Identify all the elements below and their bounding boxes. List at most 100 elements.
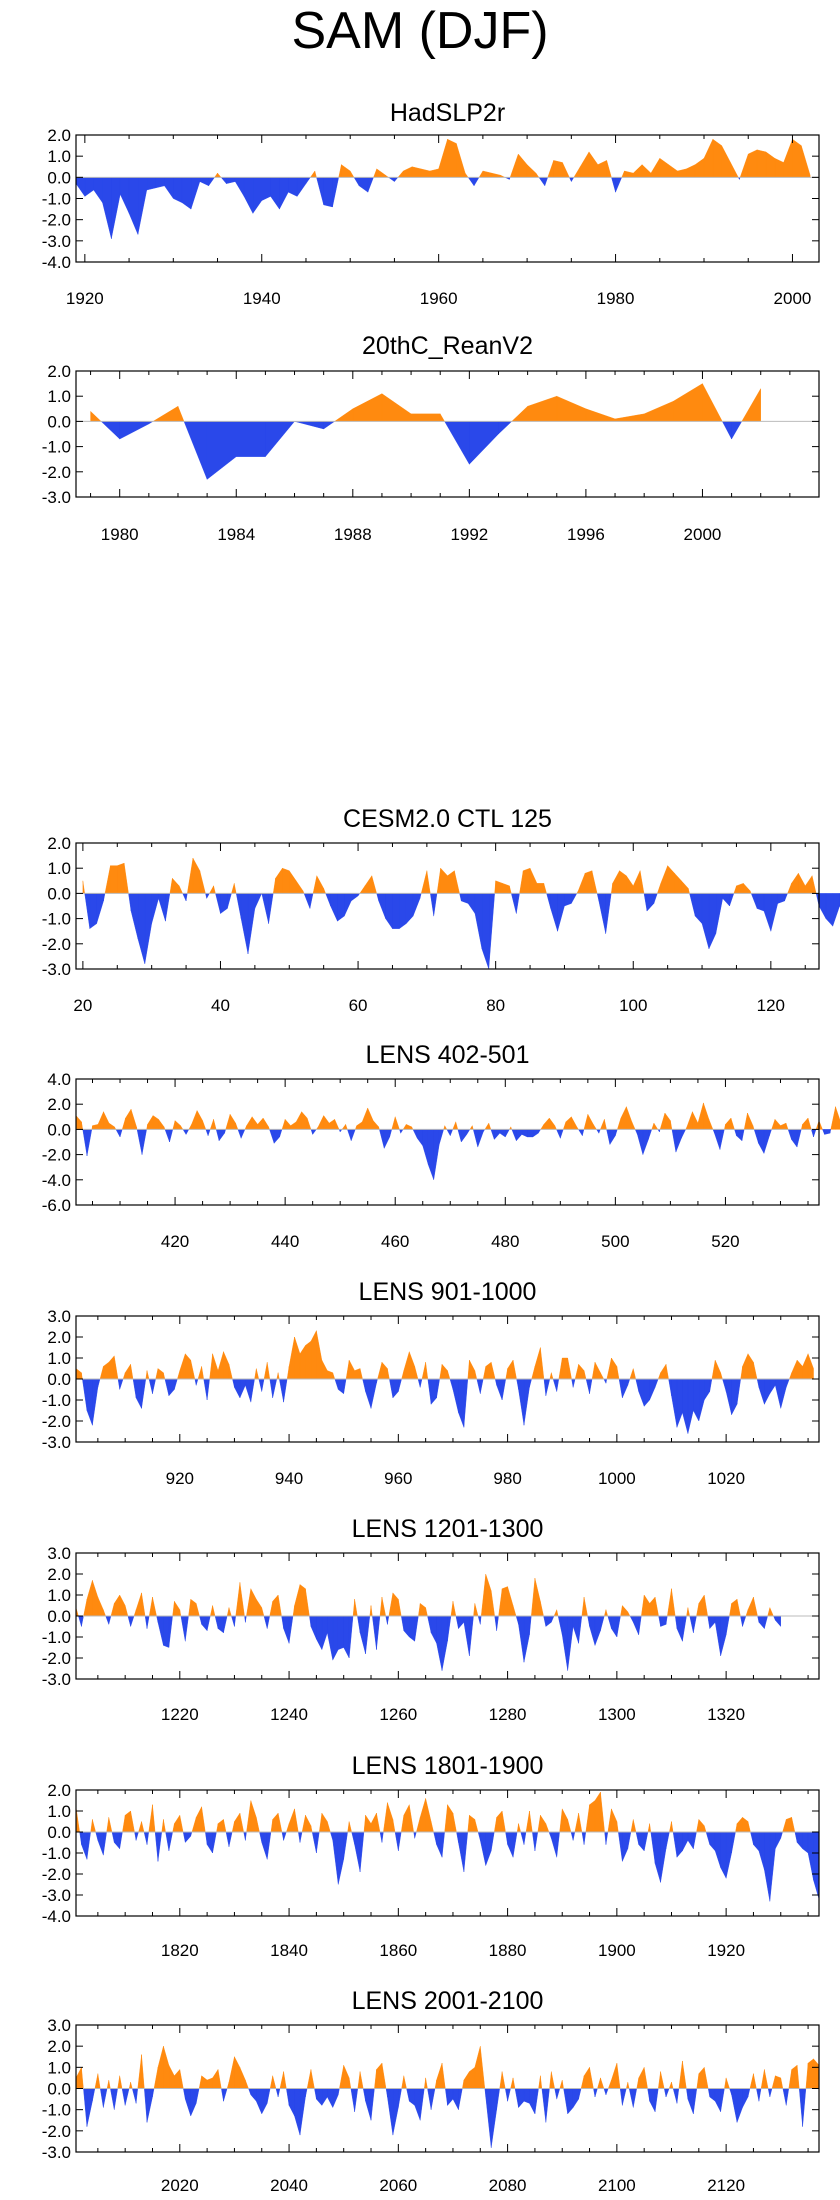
panel-title: LENS 402-501 xyxy=(365,1041,529,1069)
x-tick-label: 1980 xyxy=(101,525,139,544)
y-tick-label: -6.0 xyxy=(42,1196,71,1215)
x-tick-label: 2060 xyxy=(379,2176,417,2195)
page-title: SAM (DJF) xyxy=(291,2,549,60)
x-tick-label: 920 xyxy=(166,1469,194,1488)
y-tick-label: -3.0 xyxy=(42,232,71,251)
x-tick-label: 1880 xyxy=(489,1941,527,1960)
x-tick-label: 1960 xyxy=(420,289,458,308)
y-tick-label: 1.0 xyxy=(47,147,71,166)
y-tick-label: 1.0 xyxy=(47,387,71,406)
x-tick-label: 1300 xyxy=(598,1705,636,1724)
x-tick-label: 940 xyxy=(275,1469,303,1488)
y-tick-label: 3.0 xyxy=(47,1544,71,1563)
negative-anomaly-area xyxy=(78,1615,781,1671)
panel-title: 20thC_ReanV2 xyxy=(362,332,533,360)
y-tick-label: -3.0 xyxy=(42,1886,71,1905)
negative-anomaly-area xyxy=(84,893,840,970)
x-tick-label: 60 xyxy=(349,996,368,1015)
positive-anomaly-area xyxy=(75,2046,820,2089)
x-tick-label: 2000 xyxy=(684,525,722,544)
y-tick-label: -2.0 xyxy=(42,211,71,230)
y-tick-label: -4.0 xyxy=(42,253,71,272)
x-tick-label: 960 xyxy=(384,1469,412,1488)
x-tick-label: 120 xyxy=(757,996,785,1015)
x-tick-label: 520 xyxy=(711,1232,739,1251)
chart-panel-1: HadSLP2r 2.0 1.0 0.0 -1.0 -2.0 -3.0 -4.0 1920 194… xyxy=(42,99,820,308)
y-tick-label: 0.0 xyxy=(47,412,71,431)
y-tick-label: 1.0 xyxy=(47,2058,71,2077)
y-tick-label: 2.0 xyxy=(47,1565,71,1584)
x-tick-label: 1996 xyxy=(567,525,605,544)
panel-title: LENS 1201-1300 xyxy=(352,1515,544,1543)
x-tick-label: 440 xyxy=(271,1232,299,1251)
x-tick-label: 1920 xyxy=(707,1941,745,1960)
panel-title: LENS 1801-1900 xyxy=(352,1752,544,1780)
y-tick-label: -3.0 xyxy=(42,2143,71,2162)
y-tick-label: -1.0 xyxy=(42,910,71,929)
x-tick-label: 2040 xyxy=(270,2176,308,2195)
chart-panel-6: LENS 1201-1300 3.0 2.0 1.0 0.0 -1.0 -2.0 -3.0 12… xyxy=(42,1515,820,1724)
y-tick-label: -3.0 xyxy=(42,960,71,979)
y-tick-label: -1.0 xyxy=(42,190,71,209)
y-tick-label: -2.0 xyxy=(42,1649,71,1668)
x-tick-label: 1860 xyxy=(379,1941,417,1960)
positive-anomaly-area xyxy=(90,383,761,422)
negative-anomaly-area xyxy=(79,1831,820,1902)
x-tick-label: 460 xyxy=(381,1232,409,1251)
x-tick-label: 20 xyxy=(73,996,92,1015)
x-tick-label: 480 xyxy=(491,1232,519,1251)
chart-panel-4: LENS 402-501 4.0 2.0 0.0 -2.0 -4.0 -6.0 420 440 4… xyxy=(42,1041,840,1251)
positive-anomaly-area xyxy=(75,1102,840,1130)
x-tick-label: 1280 xyxy=(489,1705,527,1724)
y-tick-label: 0.0 xyxy=(47,168,71,187)
plot-frame xyxy=(75,1078,820,1206)
y-tick-label: -4.0 xyxy=(42,1171,71,1190)
y-tick-label: 3.0 xyxy=(47,1307,71,1326)
y-tick-label: -2.0 xyxy=(42,2122,71,2141)
y-tick-label: 0.0 xyxy=(47,1120,71,1139)
x-tick-label: 500 xyxy=(601,1232,629,1251)
positive-anomaly-area xyxy=(75,1330,814,1380)
chart-panel-5: LENS 901-1000 3.0 2.0 1.0 0.0 -1.0 -2.0 -3.0 920… xyxy=(42,1278,820,1488)
y-tick-label: 0.0 xyxy=(47,2080,71,2099)
y-tick-label: -1.0 xyxy=(42,1844,71,1863)
x-tick-label: 2100 xyxy=(598,2176,636,2195)
chart-panel-7: LENS 1801-1900 2.0 1.0 0.0 -1.0 -2.0 -3.0 -4.0 1… xyxy=(42,1752,820,1960)
y-tick-label: 1.0 xyxy=(47,1586,71,1605)
y-tick-label: 1.0 xyxy=(47,1802,71,1821)
x-tick-label: 980 xyxy=(493,1469,521,1488)
y-tick-label: 2.0 xyxy=(47,1095,71,1114)
x-tick-label: 1980 xyxy=(597,289,635,308)
y-tick-label: -3.0 xyxy=(42,1670,71,1689)
y-tick-label: 4.0 xyxy=(47,1070,71,1089)
y-tick-label: -3.0 xyxy=(42,1433,71,1452)
negative-anomaly-area xyxy=(83,2088,807,2148)
y-tick-label: 2.0 xyxy=(47,1328,71,1347)
x-tick-label: 1920 xyxy=(66,289,104,308)
x-tick-label: 1820 xyxy=(161,1941,199,1960)
x-tick-label: 2080 xyxy=(489,2176,527,2195)
x-tick-label: 2020 xyxy=(161,2176,199,2195)
negative-anomaly-area xyxy=(82,1129,832,1180)
x-tick-label: 1000 xyxy=(598,1469,636,1488)
x-tick-label: 1940 xyxy=(243,289,281,308)
y-tick-label: 2.0 xyxy=(47,1781,71,1800)
negative-anomaly-area xyxy=(100,421,743,480)
x-tick-label: 1984 xyxy=(217,525,255,544)
y-tick-label: -1.0 xyxy=(42,1628,71,1647)
plot-frame xyxy=(75,842,820,970)
chart-panel-3: CESM2.0 CTL 125 2.0 1.0 0.0 -1.0 -2.0 -3.020 40… xyxy=(42,805,840,1015)
x-tick-label: 1220 xyxy=(161,1705,199,1724)
y-tick-label: 0.0 xyxy=(47,1823,71,1842)
y-tick-label: 3.0 xyxy=(47,2016,71,2035)
y-tick-label: 2.0 xyxy=(47,126,71,145)
negative-anomaly-area xyxy=(75,177,741,239)
chart-panel-2: 20thC_ReanV2 2.0 1.0 0.0 -1.0 -2.0 -3.0 1980 198… xyxy=(42,332,820,544)
x-tick-label: 1840 xyxy=(270,1941,308,1960)
x-tick-label: 1240 xyxy=(270,1705,308,1724)
panel-title: LENS 2001-2100 xyxy=(352,1987,544,2015)
panel-title: CESM2.0 CTL 125 xyxy=(343,805,552,833)
y-tick-label: 2.0 xyxy=(47,362,71,381)
x-tick-label: 1020 xyxy=(707,1469,745,1488)
x-tick-label: 80 xyxy=(486,996,505,1015)
